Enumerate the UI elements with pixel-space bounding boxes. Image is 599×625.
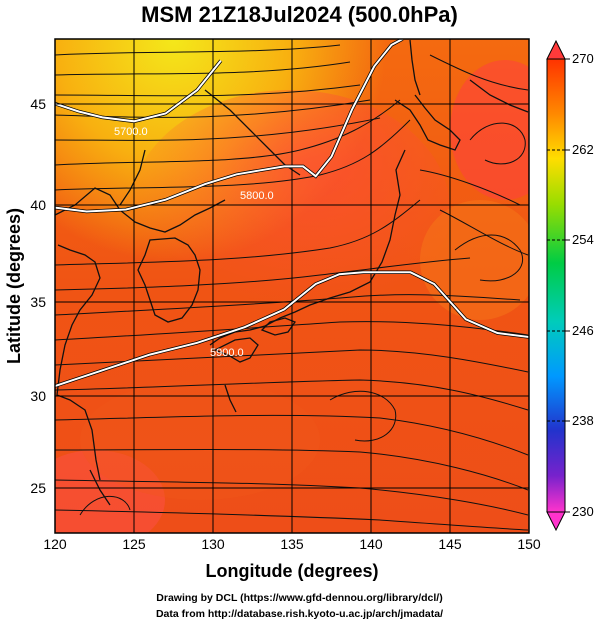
wind-streamlines [55, 44, 529, 531]
colorbar-bottom-arrow [546, 511, 566, 532]
colorbar-top-arrow [546, 39, 566, 60]
colorbar-tick-label: 238 [572, 413, 594, 428]
x-tick-label: 150 [517, 536, 541, 552]
grid [55, 39, 529, 533]
geopotential-contours [55, 39, 529, 388]
credit-drawing: Drawing by DCL (https://www.gfd-dennou.o… [156, 592, 443, 604]
colorbar-tick-label: 246 [572, 323, 594, 338]
colorbar-tick-label: 254 [572, 232, 594, 247]
y-tick-label: 25 [30, 480, 46, 496]
axis-ticks [54, 103, 530, 533]
chart-title: MSM 21Z18Jul2024 (500.0hPa) [141, 2, 458, 27]
x-tick-label: 140 [359, 536, 383, 552]
x-tick-label: 145 [438, 536, 462, 552]
colorbar-tick-label: 270 [572, 51, 594, 66]
x-tick-label: 135 [280, 536, 304, 552]
y-tick-labels: 25 30 35 40 45 [30, 96, 46, 496]
contour-label-5700: 5700.0 [114, 126, 148, 138]
contour-label-5900: 5900.0 [210, 347, 244, 359]
contour-line-5900 [55, 271, 529, 387]
y-tick-label: 30 [30, 388, 46, 404]
colorbar-scale [546, 58, 566, 513]
coastlines [55, 39, 529, 506]
credit-data: Data from http://database.rish.kyoto-u.a… [155, 608, 444, 620]
colorbar-tick-label: 230 [572, 504, 594, 519]
colorbar: 270 262 254 246 238 230 [546, 39, 594, 532]
x-tick-labels: 120 125 130 135 140 145 150 [43, 536, 541, 552]
credits: Drawing by DCL (https://www.gfd-dennou.o… [0, 590, 599, 622]
contour-label-5800: 5800.0 [240, 190, 274, 202]
y-tick-label: 45 [30, 96, 46, 112]
x-tick-label: 130 [201, 536, 225, 552]
y-tick-label: 40 [30, 197, 46, 213]
contour-line-5800 [55, 39, 404, 213]
x-axis-label: Longitude (degrees) [205, 561, 378, 581]
colorbar-tick-label: 262 [572, 142, 594, 157]
contour-labels: 5700.0 5800.0 5900.0 [114, 126, 274, 359]
y-tick-label: 35 [30, 294, 46, 310]
y-axis-label: Latitude (degrees) [4, 208, 24, 364]
contour-line-5700 [55, 59, 222, 123]
x-tick-label: 120 [43, 536, 67, 552]
x-tick-label: 125 [122, 536, 146, 552]
